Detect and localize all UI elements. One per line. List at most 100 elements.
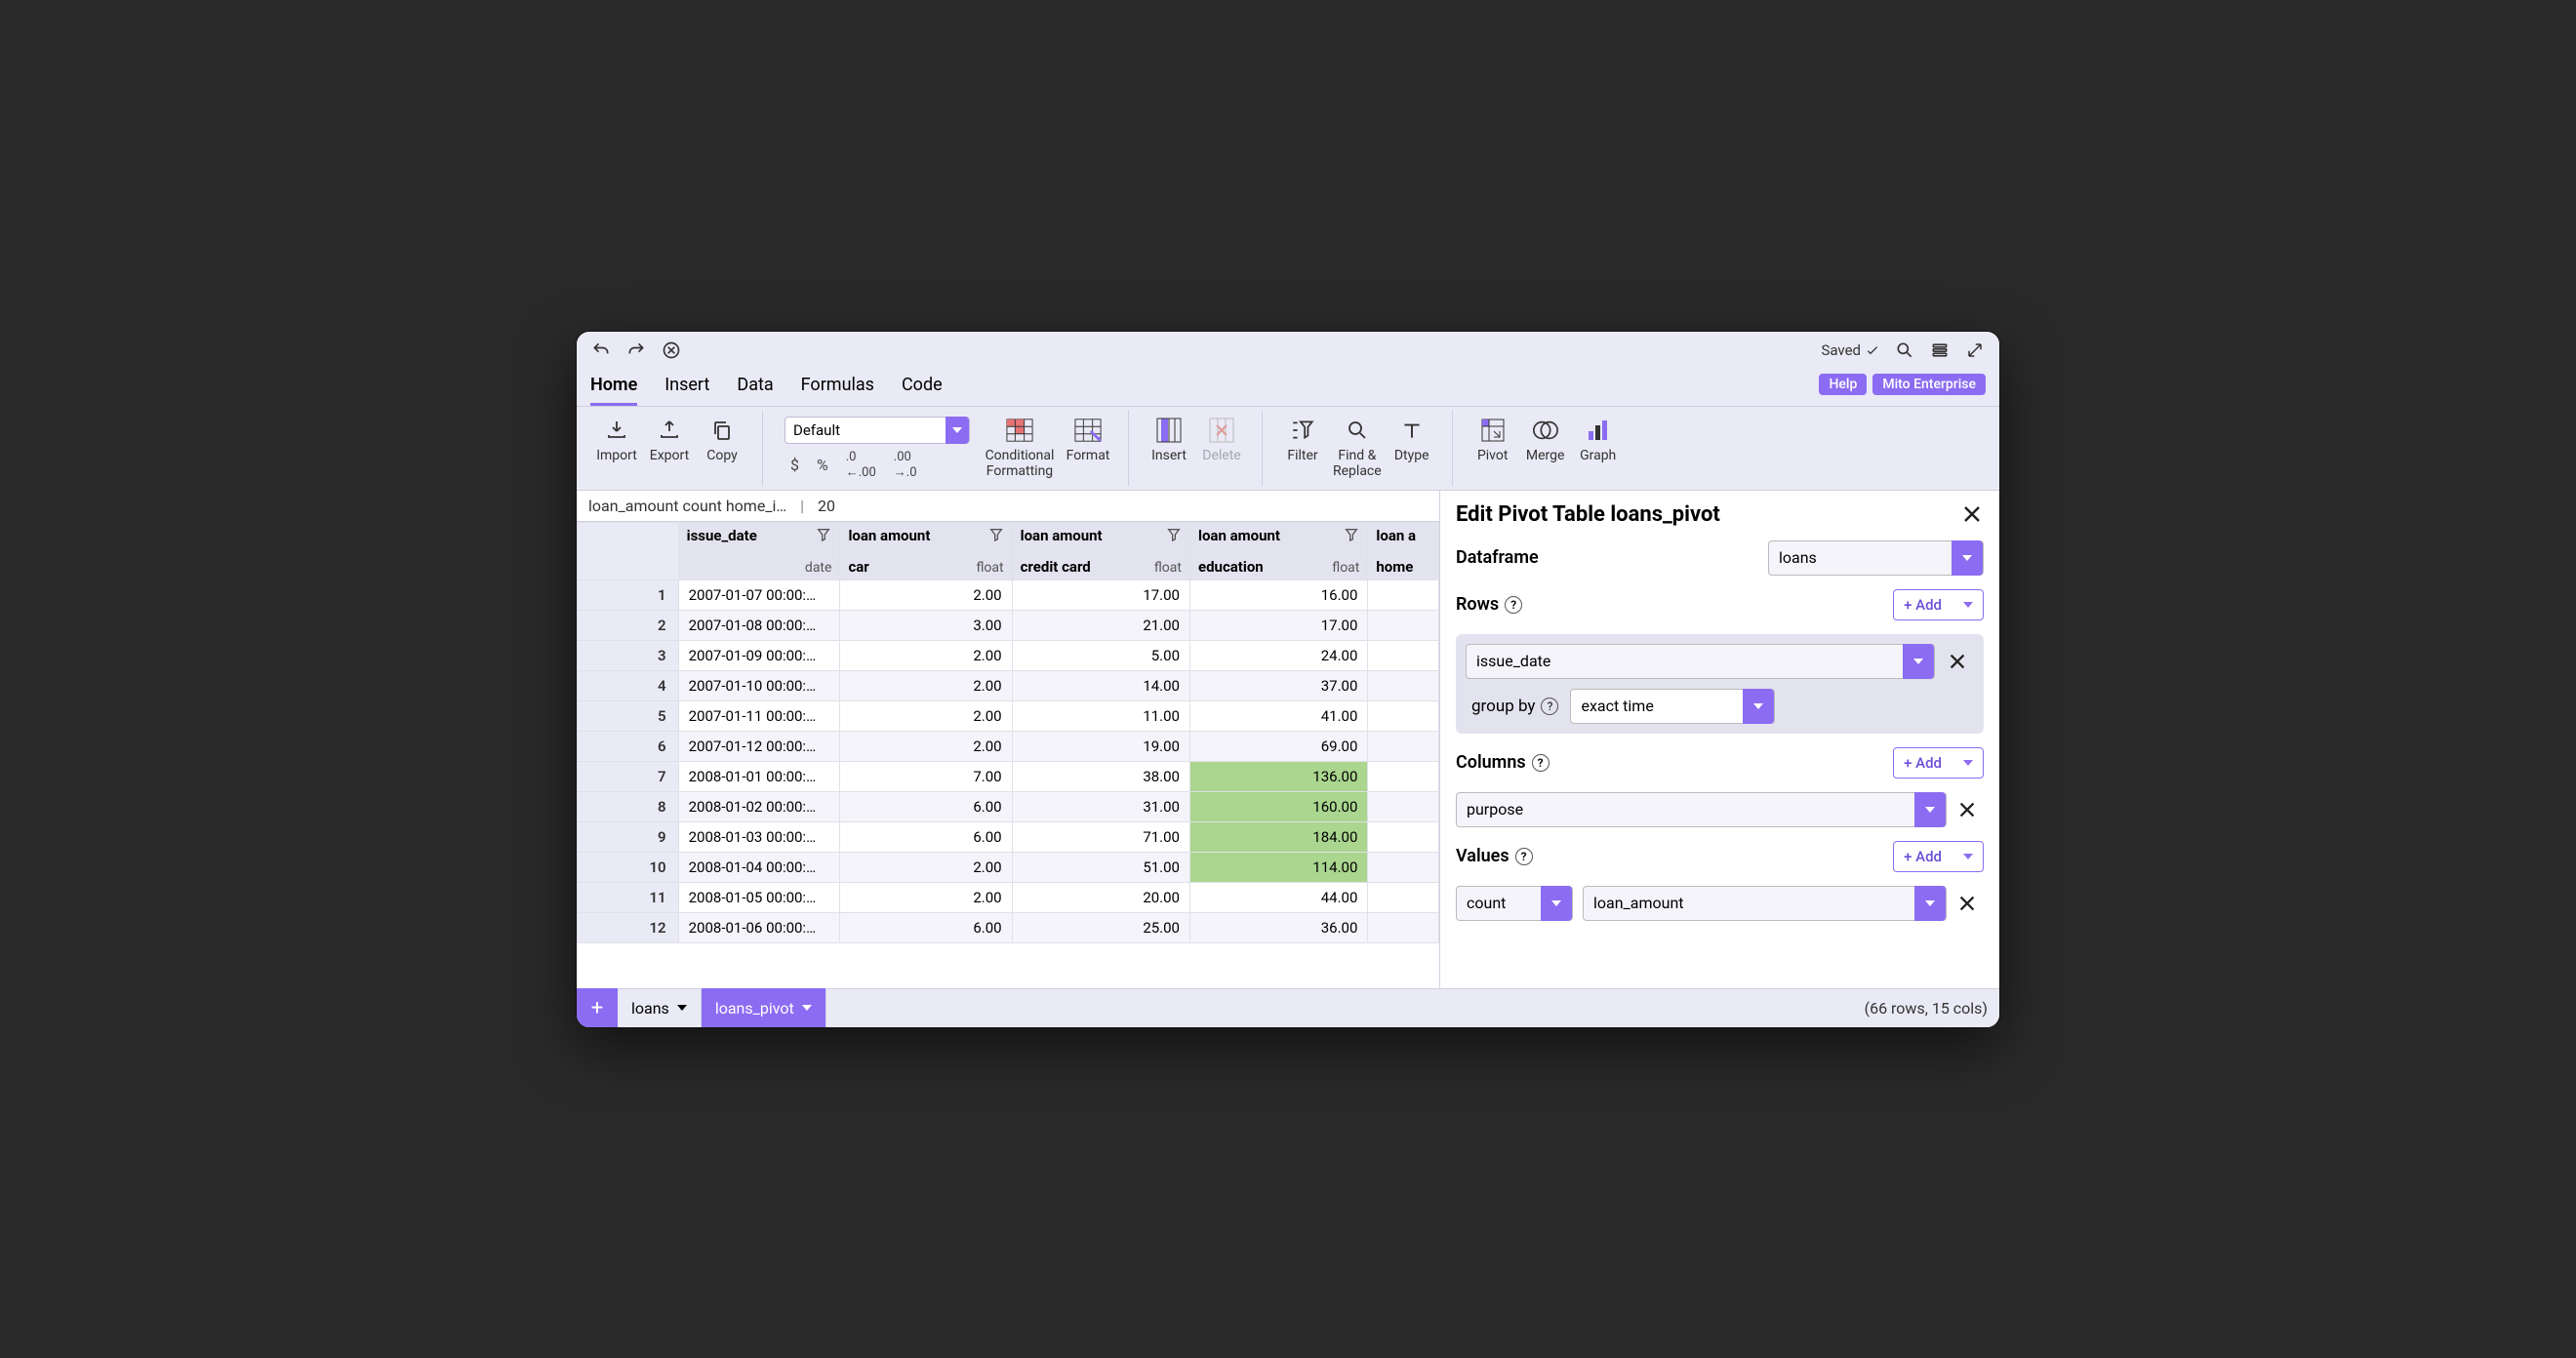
cell[interactable]: 184.00: [1190, 821, 1368, 852]
add-sheet-button[interactable]: +: [577, 988, 618, 1027]
cell[interactable]: 2.00: [840, 852, 1012, 882]
cell[interactable]: [1368, 761, 1439, 791]
row-number[interactable]: 12: [578, 912, 679, 942]
cell[interactable]: 19.00: [1012, 731, 1189, 761]
format-button[interactable]: Format: [1062, 415, 1114, 465]
cell[interactable]: 44.00: [1190, 882, 1368, 912]
cell[interactable]: [1368, 731, 1439, 761]
menu-tab-code[interactable]: Code: [902, 369, 943, 406]
table-row[interactable]: 102008-01-04 00:00:…2.0051.00114.00: [578, 852, 1439, 882]
remove-column-button[interactable]: [1956, 799, 1984, 820]
dtype-button[interactable]: Dtype: [1386, 415, 1438, 465]
add-row-button[interactable]: + Add: [1893, 589, 1984, 620]
cell[interactable]: 2008-01-04 00:00:…: [678, 852, 840, 882]
row-number[interactable]: 9: [578, 821, 679, 852]
cell[interactable]: 71.00: [1012, 821, 1189, 852]
cell[interactable]: 160.00: [1190, 791, 1368, 821]
cell[interactable]: 20.00: [1012, 882, 1189, 912]
cell[interactable]: 2008-01-02 00:00:…: [678, 791, 840, 821]
cell[interactable]: 11.00: [1012, 700, 1189, 731]
cell[interactable]: 41.00: [1190, 700, 1368, 731]
cell[interactable]: 24.00: [1190, 640, 1368, 670]
group-by-select[interactable]: exact time: [1570, 689, 1775, 724]
currency-format-button[interactable]: $: [790, 456, 799, 474]
cell[interactable]: 2007-01-08 00:00:…: [678, 610, 840, 640]
pivot-button[interactable]: Pivot: [1467, 415, 1519, 465]
cell[interactable]: 7.00: [840, 761, 1012, 791]
number-format-select[interactable]: Default: [785, 417, 970, 444]
table-row[interactable]: 52007-01-11 00:00:…2.0011.0041.00: [578, 700, 1439, 731]
menu-tab-data[interactable]: Data: [737, 369, 773, 406]
cell[interactable]: [1368, 791, 1439, 821]
help-icon[interactable]: ?: [1541, 698, 1558, 715]
menu-tab-home[interactable]: Home: [590, 369, 637, 406]
cell[interactable]: 2008-01-06 00:00:…: [678, 912, 840, 942]
cell[interactable]: [1368, 912, 1439, 942]
filter-icon[interactable]: [988, 527, 1004, 542]
cell[interactable]: 69.00: [1190, 731, 1368, 761]
increase-decimal-button[interactable]: .00→.0: [894, 450, 917, 480]
cell[interactable]: 17.00: [1190, 610, 1368, 640]
cell[interactable]: 2007-01-12 00:00:…: [678, 731, 840, 761]
cell[interactable]: [1368, 640, 1439, 670]
cell[interactable]: 2.00: [840, 579, 1012, 610]
cell[interactable]: 2007-01-10 00:00:…: [678, 670, 840, 700]
cell-value[interactable]: 20: [818, 497, 835, 515]
row-number[interactable]: 4: [578, 670, 679, 700]
aggregation-select[interactable]: count: [1456, 886, 1573, 921]
menu-tab-insert[interactable]: Insert: [664, 369, 709, 406]
table-row[interactable]: 22007-01-08 00:00:…3.0021.0017.00: [578, 610, 1439, 640]
find-replace-button[interactable]: Find & Replace: [1329, 415, 1386, 481]
row-field-select[interactable]: issue_date: [1466, 644, 1935, 679]
value-field-select[interactable]: loan_amount: [1583, 886, 1947, 921]
table-row[interactable]: 112008-01-05 00:00:…2.0020.0044.00: [578, 882, 1439, 912]
percent-format-button[interactable]: %: [817, 456, 828, 474]
cell[interactable]: 6.00: [840, 791, 1012, 821]
cell[interactable]: [1368, 700, 1439, 731]
column-header-education[interactable]: loan amount educationfloat: [1190, 522, 1368, 579]
cell[interactable]: 2.00: [840, 670, 1012, 700]
cell[interactable]: 2008-01-01 00:00:…: [678, 761, 840, 791]
cell[interactable]: 114.00: [1190, 852, 1368, 882]
add-column-button[interactable]: + Add: [1893, 747, 1984, 779]
cell[interactable]: [1368, 579, 1439, 610]
cell[interactable]: 25.00: [1012, 912, 1189, 942]
cell[interactable]: 3.00: [840, 610, 1012, 640]
cell[interactable]: 2.00: [840, 700, 1012, 731]
cell[interactable]: [1368, 852, 1439, 882]
mito-enterprise-button[interactable]: Mito Enterprise: [1872, 374, 1986, 395]
row-number[interactable]: 1: [578, 579, 679, 610]
copy-button[interactable]: Copy: [696, 415, 748, 465]
cell[interactable]: [1368, 821, 1439, 852]
row-number[interactable]: 6: [578, 731, 679, 761]
row-number[interactable]: 3: [578, 640, 679, 670]
column-header-credit-card[interactable]: loan amount credit cardfloat: [1012, 522, 1189, 579]
cell[interactable]: 14.00: [1012, 670, 1189, 700]
row-number[interactable]: 7: [578, 761, 679, 791]
cell[interactable]: 5.00: [1012, 640, 1189, 670]
cell[interactable]: 36.00: [1190, 912, 1368, 942]
cell[interactable]: 6.00: [840, 912, 1012, 942]
import-button[interactable]: Import: [590, 415, 643, 465]
table-row[interactable]: 12007-01-07 00:00:…2.0017.0016.00: [578, 579, 1439, 610]
table-row[interactable]: 92008-01-03 00:00:…6.0071.00184.00: [578, 821, 1439, 852]
row-number[interactable]: 5: [578, 700, 679, 731]
menu-tab-formulas[interactable]: Formulas: [801, 369, 874, 406]
cell[interactable]: 2.00: [840, 640, 1012, 670]
export-button[interactable]: Export: [643, 415, 696, 465]
table-row[interactable]: 82008-01-02 00:00:…6.0031.00160.00: [578, 791, 1439, 821]
cell[interactable]: 2008-01-03 00:00:…: [678, 821, 840, 852]
undo-button[interactable]: [590, 340, 612, 361]
cell[interactable]: 16.00: [1190, 579, 1368, 610]
cell[interactable]: [1368, 610, 1439, 640]
filter-icon[interactable]: [1166, 527, 1182, 542]
column-header-issue-date[interactable]: issue_date date: [678, 522, 840, 579]
steps-button[interactable]: [1929, 340, 1951, 361]
table-row[interactable]: 62007-01-12 00:00:…2.0019.0069.00: [578, 731, 1439, 761]
spreadsheet-grid[interactable]: issue_date date loan amount: [577, 522, 1439, 943]
insert-column-button[interactable]: Insert: [1143, 415, 1195, 465]
sheet-tab-loans[interactable]: loans: [618, 988, 702, 1027]
dataframe-select[interactable]: loans: [1768, 540, 1984, 576]
add-value-button[interactable]: + Add: [1893, 841, 1984, 872]
column-field-select[interactable]: purpose: [1456, 792, 1947, 827]
